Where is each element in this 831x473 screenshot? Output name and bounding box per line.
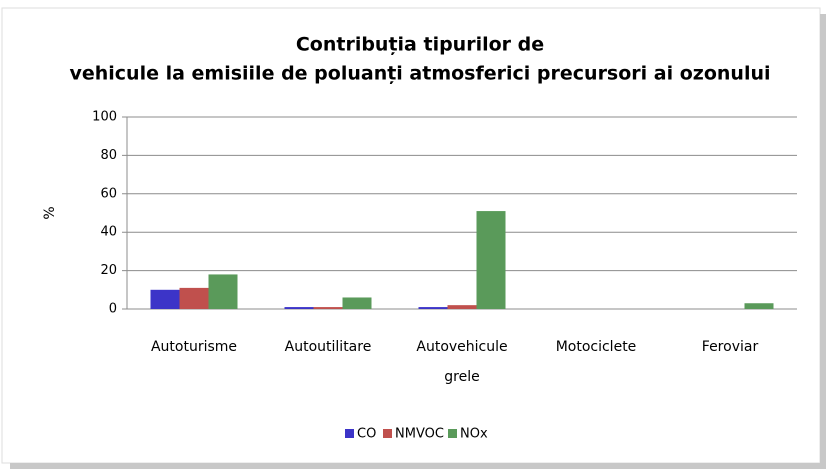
bar [150,289,180,309]
legend-label: NOx [460,427,488,442]
x-tick-label: Autoturisme [150,339,238,355]
frame-shadow [820,14,826,469]
bar [208,274,238,309]
legend-swatch [448,429,457,438]
x-tick-label: Feroviar [701,339,759,355]
legend-swatch [383,429,392,438]
legend-label: CO [357,427,376,442]
bar [418,307,448,309]
y-tick-label: 60 [100,186,117,201]
y-tick-label: 40 [100,225,117,240]
legend-label: NMVOC [395,427,444,442]
x-tick-label: Motociclete [555,339,637,355]
chart-frame [1,7,821,464]
bar [284,307,314,309]
bar [447,305,477,309]
y-axis-label: % [42,206,58,219]
chart-title: vehicule la emisiile de poluanți atmosfe… [69,63,770,85]
frame-shadow [10,463,823,469]
bar [313,307,343,309]
bar [744,303,774,309]
y-tick-label: 20 [100,263,117,278]
legend-swatch [345,429,354,438]
y-tick-label: 80 [100,148,117,163]
chart-title: Contribuția tipurilor de [296,34,544,56]
bar [476,211,506,309]
bar [342,297,372,309]
x-tick-label: Autovehicule grele [416,339,508,385]
x-tick-label: Autoutilitare [284,339,372,355]
bar [179,287,209,309]
y-tick-label: 100 [92,110,117,125]
y-tick-label: 0 [109,302,117,317]
